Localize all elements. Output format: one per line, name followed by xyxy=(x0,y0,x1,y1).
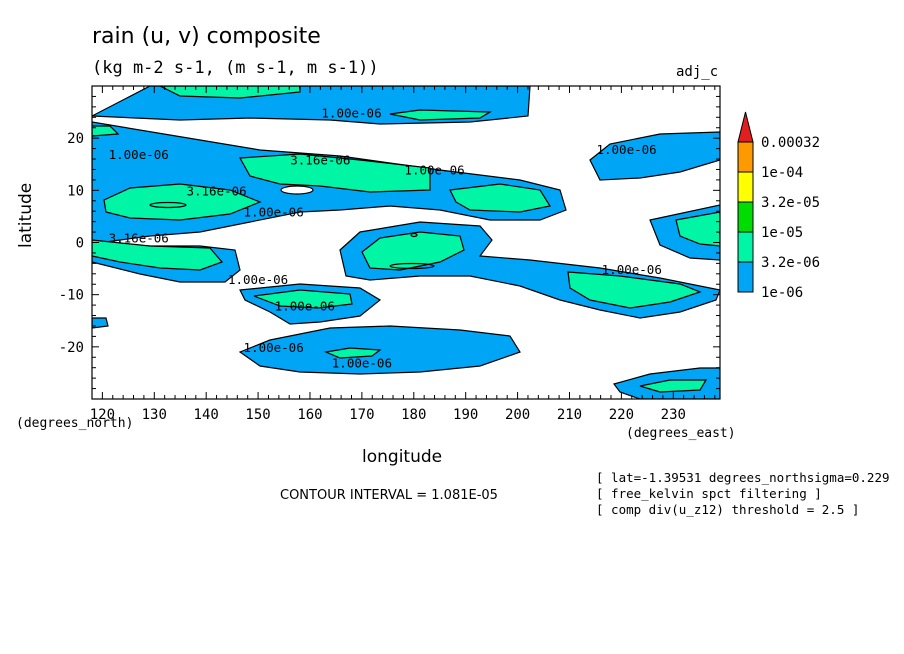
x-tick-label: 150 xyxy=(245,407,270,423)
teal-region-top xyxy=(159,86,301,99)
x-tick-label: 120 xyxy=(90,407,115,423)
note-line-3: [ comp div(u_z12) threshold = 2.5 ] xyxy=(596,502,860,517)
x-unit-label: (degrees_east) xyxy=(626,426,736,441)
teal-region-south xyxy=(323,347,382,359)
x-tick-label: 130 xyxy=(142,407,167,423)
contour-interval: CONTOUR INTERVAL = 1.081E-05 xyxy=(280,488,498,503)
colorbar-label: 1e-04 xyxy=(761,165,803,181)
x-axis-label: longitude xyxy=(362,447,443,467)
teal-region-west xyxy=(92,239,224,271)
colorbar-legend: 0.00032 1e-04 3.2e-05 1e-05 3.2e-06 1e-06 xyxy=(737,111,820,301)
contour-fields xyxy=(92,86,720,399)
teal-region-midsouth xyxy=(253,289,353,309)
chart-title: rain (u, v) composite xyxy=(92,24,321,49)
teal-region-left xyxy=(92,125,120,137)
inner-contours xyxy=(149,201,435,270)
blue-region-left-small xyxy=(92,317,109,329)
contour-label: 3.16e-06 xyxy=(186,184,246,199)
teal-region-mideast xyxy=(449,183,551,213)
teal-region-east xyxy=(675,211,720,247)
teal-region-northwest xyxy=(103,183,262,221)
x-tick-label: 160 xyxy=(297,407,322,423)
x-tick-label: 140 xyxy=(194,407,219,423)
colorbar-swatch xyxy=(737,231,754,263)
blue-region-east xyxy=(589,131,720,181)
y-tick-label: -10 xyxy=(59,288,84,304)
note-line-1: [ lat=-1.39531 degrees_northsigma=0.229 xyxy=(596,470,890,485)
teal-region-eastcenter xyxy=(567,271,702,309)
colorbar-swatch xyxy=(737,201,754,233)
x-tick-label: 200 xyxy=(505,407,530,423)
y-tick-label: 10 xyxy=(67,183,84,199)
colorbar-label: 0.00032 xyxy=(761,135,820,151)
y-tick-label: 20 xyxy=(67,131,84,147)
note-line-2: [ free_kelvin spct filtering ] xyxy=(596,486,822,501)
contour-label: 1.00e-06 xyxy=(244,340,304,355)
axis-tick-labels: 120 130 140 150 160 170 180 190 200 210 220 230 20 10… xyxy=(59,131,686,423)
contour-label: 1.00e-06 xyxy=(404,163,464,178)
teal-region-center xyxy=(361,231,465,271)
x-tick-label: 170 xyxy=(349,407,374,423)
contour-labels: 1.00e-06 1.00e-06 3.16e-06 1.00e-06 1.00e-06… xyxy=(109,105,662,370)
axis-ticks xyxy=(92,85,720,400)
contour-label: 1.00e-06 xyxy=(602,262,662,277)
teal-region-top2 xyxy=(389,109,493,121)
chart-tag: adj_c xyxy=(676,64,719,80)
colorbar-swatch xyxy=(737,261,754,293)
x-tick-label: 220 xyxy=(609,407,634,423)
x-tick-label: 210 xyxy=(557,407,582,423)
y-tick-label: -20 xyxy=(59,340,84,356)
contour-label: 1.00e-06 xyxy=(109,147,169,162)
y-tick-label: 0 xyxy=(76,236,84,252)
colorbar-swatch xyxy=(737,171,754,203)
contour-label: 1.00e-06 xyxy=(332,356,392,371)
contour-label: 1.00e-06 xyxy=(321,105,381,120)
y-unit-label: (degrees_north) xyxy=(16,416,134,431)
hole-contours xyxy=(280,185,314,195)
colorbar-label: 3.2e-05 xyxy=(761,195,820,211)
colorbar-label: 3.2e-06 xyxy=(761,255,820,271)
contour-label: 1.00e-06 xyxy=(596,142,656,157)
x-tick-label: 180 xyxy=(401,407,426,423)
colorbar-label: 1e-05 xyxy=(761,225,803,241)
contour-label: 3.16e-06 xyxy=(109,231,169,246)
contour-label: 1.00e-06 xyxy=(275,298,335,313)
band-3.2e-06 xyxy=(92,86,720,393)
contour-label: 1.00e-06 xyxy=(244,204,304,219)
teal-region-southeast xyxy=(639,379,708,393)
contour-label: 3.16e-06 xyxy=(290,152,350,167)
colorbar-swatch xyxy=(737,141,754,173)
contour-label: 1.00e-06 xyxy=(228,272,288,287)
teal-region-north xyxy=(239,153,431,193)
x-tick-label: 230 xyxy=(661,407,686,423)
x-tick-label: 190 xyxy=(453,407,478,423)
chart-subtitle: (kg m-2 s-1, (m s-1, m s-1)) xyxy=(92,58,379,78)
colorbar-label: 1e-06 xyxy=(761,285,803,301)
colorbar-arrow xyxy=(737,111,754,143)
